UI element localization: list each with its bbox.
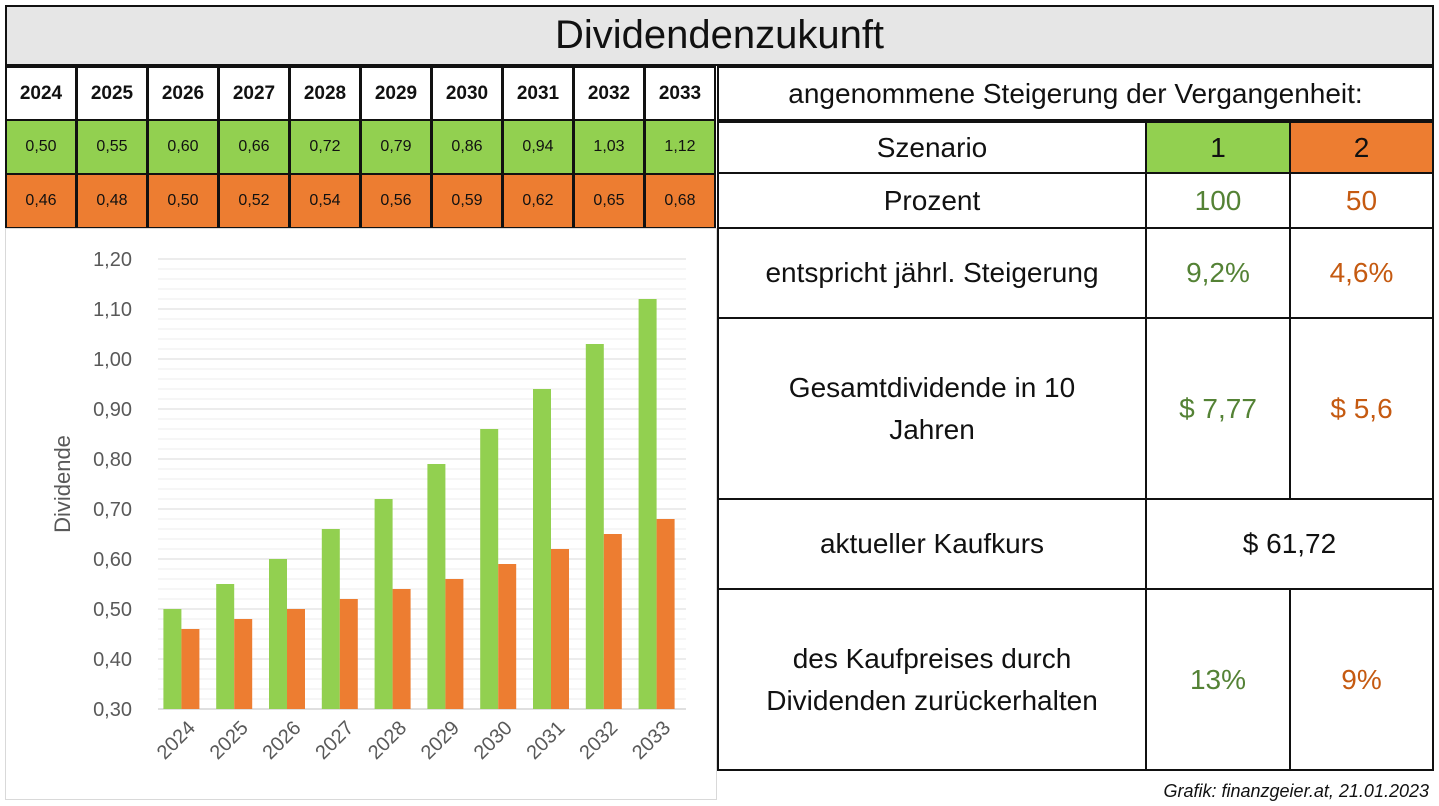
- szenario-2-dividend-cell: 0,48: [76, 173, 148, 229]
- x-tick-label: 2027: [311, 717, 358, 764]
- x-tick-label: 2030: [470, 717, 517, 764]
- szenario-2-bar: [603, 534, 622, 709]
- szenario-2-bar: [181, 629, 200, 709]
- y-tick-label: 0,30: [93, 699, 132, 721]
- szenario-2-dividend-cell: 0,46: [5, 173, 77, 229]
- y-tick-label: 1,10: [93, 299, 132, 321]
- szenario-2-bar: [551, 549, 569, 709]
- steigerung-2-value: 4,6%: [1289, 227, 1434, 319]
- szenario-2-dividend-cell: 0,68: [644, 173, 716, 229]
- x-tick-label: 2025: [206, 717, 253, 764]
- szenario-2-dividend-cell: 0,56: [360, 173, 432, 229]
- szenario-2-bar: [445, 579, 464, 709]
- szenario-1-dividend-cell: 0,60: [147, 119, 219, 175]
- gesamtdividende-2-value: $ 5,6: [1289, 317, 1434, 500]
- szenario-2-dividend-cell: 0,62: [502, 173, 574, 229]
- y-tick-label: 0,40: [93, 649, 132, 671]
- szenario-1-bar: [321, 529, 340, 709]
- year-cell: 2031: [502, 66, 574, 121]
- year-cell: 2026: [147, 66, 219, 121]
- kaufkurs-value: $ 61,72: [1145, 498, 1434, 590]
- szenario-2-cell: 2: [1289, 121, 1434, 174]
- szenario-1-dividend-cell: 0,55: [76, 119, 148, 175]
- year-cell: 2029: [360, 66, 432, 121]
- dividend-chart-svg: 0,30 0,40 0,50 0,60 0,70 0,80 0,90 1,00 1,10 1,20…: [50, 249, 686, 764]
- x-tick-label: 2026: [259, 717, 306, 764]
- x-tick-label: 2031: [523, 717, 570, 764]
- szenario-1-bar: [163, 609, 182, 709]
- szenario-label: Szenario: [717, 121, 1147, 174]
- page-title: Dividendenzukunft: [5, 5, 1434, 66]
- szenario-1-dividend-cell: 1,03: [573, 119, 645, 175]
- szenario-2-dividend-cell: 0,65: [573, 173, 645, 229]
- szenario-1-bar: [427, 464, 446, 709]
- szenario-2-bar: [339, 599, 358, 709]
- steigerung-1-value: 9,2%: [1145, 227, 1291, 319]
- szenario-1-dividend-cell: 0,66: [218, 119, 290, 175]
- y-tick-label: 1,20: [93, 249, 132, 271]
- steigerung-label: entspricht jährl. Steigerung: [717, 227, 1147, 319]
- year-cell: 2027: [218, 66, 290, 121]
- rueckerhalten-1-value: 13%: [1145, 588, 1291, 771]
- szenario-1-bar: [374, 499, 393, 709]
- szenario-2-bar: [234, 619, 253, 709]
- dividend-chart: 0,30 0,40 0,50 0,60 0,70 0,80 0,90 1,00 1,10 1,20…: [5, 228, 717, 800]
- szenario-1-bar: [585, 344, 604, 709]
- szenario-2-bar: [498, 564, 517, 709]
- szenario-1-bar: [480, 429, 499, 709]
- szenario-2-bar: [392, 589, 411, 709]
- gesamtdividende-1-value: $ 7,77: [1145, 317, 1291, 500]
- y-tick-label: 0,60: [93, 549, 132, 571]
- rueckerhalten-label-text: des Kaufpreises durch Dividenden zurücke…: [766, 642, 1098, 716]
- year-cell: 2024: [5, 66, 77, 121]
- prozent-1-value: 100: [1145, 172, 1291, 229]
- y-tick-label: 1,00: [93, 349, 132, 371]
- szenario-2-bar: [656, 519, 675, 709]
- kaufkurs-label: aktueller Kaufkurs: [717, 498, 1147, 590]
- y-tick-label: 0,50: [93, 599, 132, 621]
- x-tick-label: 2028: [364, 717, 411, 764]
- szenario-1-dividend-cell: 0,94: [502, 119, 574, 175]
- rueckerhalten-label: des Kaufpreises durch Dividenden zurücke…: [717, 588, 1147, 771]
- gesamtdividende-label-text: Gesamtdividende in 10 Jahren: [788, 371, 1076, 445]
- szenario-1-bar: [638, 299, 657, 709]
- szenario-1-dividend-cell: 0,72: [289, 119, 361, 175]
- szenario-2-dividend-cell: 0,50: [147, 173, 219, 229]
- gesamtdividende-label: Gesamtdividende in 10 Jahren: [717, 317, 1147, 500]
- szenario-2-dividend-cell: 0,54: [289, 173, 361, 229]
- szenario-1-cell: 1: [1145, 121, 1291, 174]
- prozent-label: Prozent: [717, 172, 1147, 229]
- szenario-1-dividend-cell: 0,50: [5, 119, 77, 175]
- source-footer: Grafik: finanzgeier.at, 21.01.2023: [1163, 781, 1430, 801]
- szenario-1-dividend-cell: 0,86: [431, 119, 503, 175]
- year-cell: 2030: [431, 66, 503, 121]
- prozent-2-value: 50: [1289, 172, 1434, 229]
- year-cell: 2025: [76, 66, 148, 121]
- y-tick-label: 0,70: [93, 499, 132, 521]
- rueckerhalten-2-value: 9%: [1289, 588, 1434, 771]
- gesamtdividende-1-text: $ 7,77: [1179, 392, 1257, 424]
- szenario-2-dividend-cell: 0,52: [218, 173, 290, 229]
- x-tick-label: 2033: [628, 717, 675, 764]
- x-tick-label: 2024: [153, 717, 200, 764]
- szenario-1-dividend-cell: 0,79: [360, 119, 432, 175]
- assumption-header: angenommene Steigerung der Vergangenheit…: [717, 66, 1434, 121]
- year-cell: 2033: [644, 66, 716, 121]
- szenario-1-bar: [269, 559, 287, 709]
- year-cell: 2028: [289, 66, 361, 121]
- gesamtdividende-2-text: $ 5,6: [1330, 392, 1393, 424]
- y-axis-label: Dividende: [50, 435, 75, 533]
- y-tick-label: 0,90: [93, 399, 132, 421]
- szenario-2-dividend-cell: 0,59: [431, 173, 503, 229]
- year-cell: 2032: [573, 66, 645, 121]
- szenario-1-bar: [533, 389, 551, 709]
- x-tick-label: 2032: [575, 717, 622, 764]
- x-tick-label: 2029: [417, 717, 464, 764]
- szenario-1-dividend-cell: 1,12: [644, 119, 716, 175]
- szenario-2-bar: [287, 609, 305, 709]
- y-tick-label: 0,80: [93, 449, 132, 471]
- szenario-1-bar: [216, 584, 235, 709]
